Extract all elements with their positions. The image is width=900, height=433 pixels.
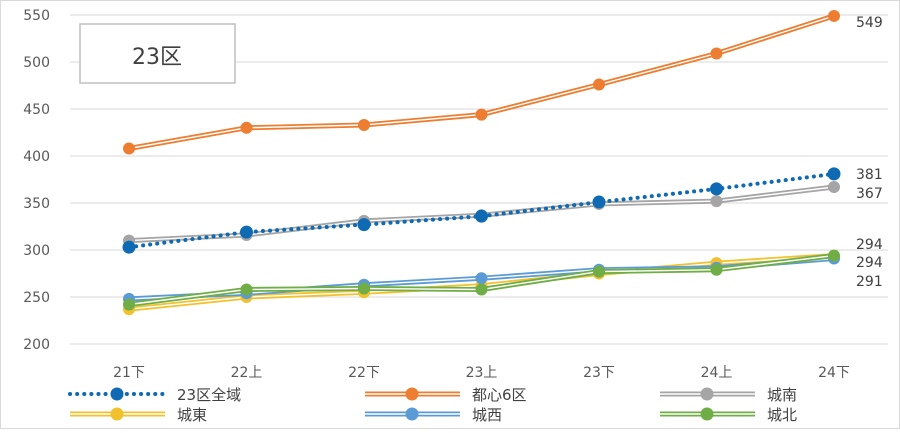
series-5 bbox=[123, 249, 840, 311]
legend-marker bbox=[110, 387, 124, 401]
end-value-label: 294 bbox=[856, 237, 883, 253]
series-0 bbox=[122, 167, 841, 254]
legend-item: 城東 bbox=[70, 406, 207, 424]
data-point bbox=[592, 195, 606, 209]
legend-marker bbox=[405, 387, 419, 401]
data-point bbox=[710, 182, 723, 196]
y-tick-label: 500 bbox=[23, 55, 50, 71]
legend-marker bbox=[110, 407, 124, 421]
data-point bbox=[358, 118, 370, 131]
end-value-label: 367 bbox=[856, 186, 883, 202]
data-point bbox=[710, 47, 723, 60]
end-labels: 549 381 367 294 294 291 bbox=[856, 15, 883, 290]
x-tick-label: 24下 bbox=[818, 365, 850, 381]
end-value-label: 291 bbox=[856, 274, 883, 290]
end-value-label: 381 bbox=[856, 167, 883, 183]
data-point bbox=[358, 282, 370, 295]
data-point bbox=[240, 121, 253, 134]
title-box bbox=[79, 23, 236, 84]
legend-label: 城北 bbox=[767, 406, 797, 424]
data-point bbox=[475, 108, 488, 121]
legend-item: 都心6区 bbox=[365, 386, 527, 404]
axis-labels: 200 250 300 350 400 450 500 550 21下 22上 22下 23上 23下 2… bbox=[23, 8, 850, 381]
legend-marker bbox=[405, 407, 419, 421]
y-tick-label: 450 bbox=[23, 102, 50, 118]
title-box-group: 23区 bbox=[79, 23, 236, 84]
y-tick-label: 400 bbox=[23, 149, 50, 165]
legend-label: 都心6区 bbox=[472, 386, 527, 404]
x-tick-label: 22下 bbox=[348, 365, 380, 381]
data-point bbox=[240, 283, 253, 296]
y-tick-label: 300 bbox=[23, 243, 50, 259]
x-tick-label: 24上 bbox=[701, 365, 733, 381]
legend-item: 城北 bbox=[660, 406, 797, 424]
x-tick-label: 23上 bbox=[466, 365, 498, 381]
legend-item: 城西 bbox=[365, 406, 502, 424]
y-tick-label: 200 bbox=[23, 337, 50, 353]
legend-item: 城南 bbox=[660, 386, 797, 404]
data-point bbox=[123, 142, 135, 155]
data-point bbox=[475, 209, 488, 223]
series-lines bbox=[122, 9, 841, 316]
data-point bbox=[710, 263, 723, 276]
data-point bbox=[593, 78, 605, 91]
data-point bbox=[828, 181, 840, 194]
data-point bbox=[122, 240, 136, 254]
x-tick-label: 23下 bbox=[583, 365, 615, 381]
data-point bbox=[475, 272, 488, 285]
legend-marker bbox=[700, 407, 714, 421]
legend-label: 城東 bbox=[177, 406, 207, 424]
y-tick-label: 350 bbox=[23, 196, 50, 212]
data-point bbox=[357, 218, 371, 232]
legend-marker bbox=[700, 387, 714, 401]
x-tick-label: 22上 bbox=[231, 365, 263, 381]
end-value-label: 549 bbox=[856, 15, 883, 31]
data-point bbox=[123, 298, 135, 311]
legend-item: 23区全域 bbox=[68, 386, 241, 404]
data-point bbox=[593, 265, 605, 278]
data-point bbox=[475, 283, 488, 296]
data-point bbox=[240, 225, 253, 239]
x-tick-label: 21下 bbox=[113, 365, 145, 381]
data-point bbox=[710, 195, 723, 208]
chart-title: 23区 bbox=[132, 45, 182, 70]
data-point bbox=[828, 9, 840, 22]
legend-label: 城南 bbox=[767, 386, 797, 404]
end-value-label: 294 bbox=[856, 255, 883, 271]
legend-label: 23区全域 bbox=[177, 386, 241, 404]
data-point bbox=[827, 167, 841, 181]
series-1 bbox=[123, 9, 840, 155]
legend-label: 城西 bbox=[472, 406, 502, 424]
y-tick-label: 550 bbox=[23, 8, 50, 24]
data-point bbox=[828, 249, 840, 262]
y-tick-label: 250 bbox=[23, 290, 50, 306]
